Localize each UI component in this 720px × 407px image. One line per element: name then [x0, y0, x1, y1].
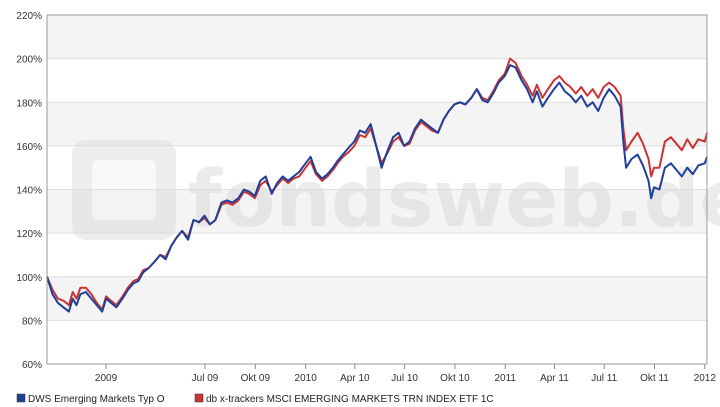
legend-swatch [194, 393, 204, 403]
plot-band [47, 15, 707, 59]
x-tick-label: 2012 [694, 373, 717, 384]
y-tick-label: 120% [16, 229, 42, 240]
plot-band [47, 233, 707, 277]
legend-label: DWS Emerging Markets Typ O [28, 394, 165, 405]
x-tick-label: Okt 11 [640, 373, 669, 384]
x-tick-label: Apr 11 [540, 373, 569, 384]
x-tick-label: Okt 10 [440, 373, 470, 384]
y-tick-label: 100% [16, 273, 42, 284]
plot-bands [47, 15, 707, 364]
legend-swatch [16, 393, 26, 403]
y-tick-label: 200% [16, 55, 42, 66]
y-tick-label: 180% [16, 98, 42, 109]
plot-band [47, 102, 707, 146]
y-axis: 60% 80% 100% 120% 140% 160% 180% 200% 220% [16, 11, 42, 371]
watermark-text: fondsweb.de [188, 155, 720, 245]
plot-band [47, 320, 707, 364]
watermark: fondsweb.de [72, 140, 720, 245]
x-tick-label: Apr 10 [340, 373, 370, 384]
x-tick-label: Jul 11 [591, 373, 617, 384]
plot-band [47, 58, 707, 103]
x-tick-label: Jul 10 [391, 373, 418, 384]
x-tick-label: 2010 [295, 373, 318, 384]
x-tick-label: Okt 09 [241, 373, 271, 384]
grid-lines [47, 14, 707, 365]
x-tick-label: 2011 [494, 373, 516, 384]
y-tick-label: 140% [16, 186, 42, 197]
y-tick-label: 220% [16, 11, 42, 22]
y-tick-label: 60% [22, 360, 42, 371]
series-lines [46, 57, 708, 313]
legend-label: db x-trackers MSCI EMERGING MARKETS TRN … [206, 394, 494, 405]
y-tick-label: 160% [16, 142, 42, 153]
plot-border [46, 14, 708, 365]
plot-band [47, 189, 707, 234]
plot-band [47, 276, 707, 321]
series-line-1 [46, 64, 708, 313]
x-tick-label: 2009 [95, 373, 118, 384]
x-tick-label: Jul 09 [192, 373, 219, 384]
legend: DWS Emerging Markets Typ O db x-trackers … [16, 393, 494, 405]
y-tick-label: 80% [22, 316, 42, 327]
x-axis: 2009 Jul 09 Okt 09 2010 Apr 10 Jul 10 Okt 10 20… [95, 364, 716, 384]
